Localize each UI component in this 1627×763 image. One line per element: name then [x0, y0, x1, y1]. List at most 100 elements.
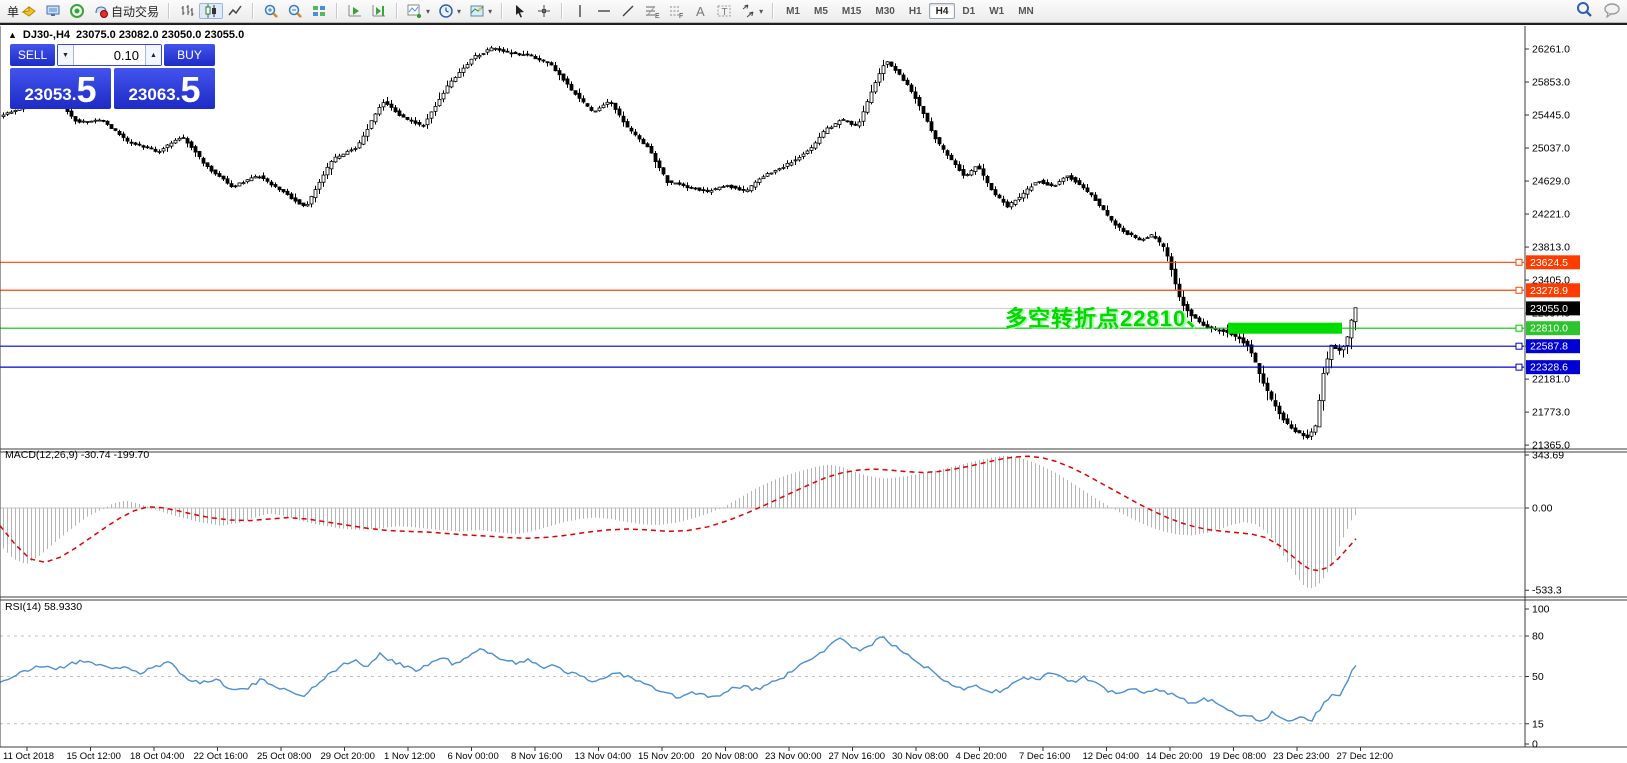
svg-text:21773.0: 21773.0: [1532, 407, 1570, 419]
svg-text:0.00: 0.00: [1532, 503, 1553, 515]
time-label: 15 Oct 12:00: [66, 751, 121, 762]
search-icon[interactable]: [1576, 1, 1593, 21]
timeframe-m30-button[interactable]: M30: [875, 6, 895, 17]
chart-line-button[interactable]: [223, 3, 247, 19]
autotrade-icon: [93, 3, 109, 19]
cursor-button[interactable]: [508, 3, 532, 19]
toolbar-separator: [336, 3, 339, 19]
text-label-button[interactable]: T: [712, 3, 736, 19]
periods-button[interactable]: ▾: [434, 3, 465, 19]
chart-candles-button[interactable]: [199, 3, 224, 19]
periods-dropdown-icon[interactable]: ▾: [457, 6, 462, 16]
line-handle[interactable]: [1515, 342, 1523, 350]
toolbar-group: E F A T ▾: [565, 0, 770, 22]
sell-price-button[interactable]: 23053. 5: [10, 68, 111, 109]
svg-text:23624.5: 23624.5: [1530, 257, 1568, 269]
line-handle[interactable]: [1515, 324, 1523, 332]
volume-input[interactable]: 0.10: [113, 47, 139, 63]
shift-icon: [371, 3, 387, 19]
current-price-label: 23055.0: [1526, 301, 1580, 316]
svg-text:24629.0: 24629.0: [1532, 176, 1570, 188]
green-rectangle-object[interactable]: [1228, 322, 1342, 334]
zoom-out-button[interactable]: [283, 3, 307, 19]
macd-histogram: [3, 455, 1356, 589]
volume-increase-button[interactable]: ▲: [145, 45, 161, 65]
indicators-dropdown-icon[interactable]: ▾: [426, 6, 431, 16]
line-handle[interactable]: [1515, 363, 1523, 371]
channel-icon: F: [668, 3, 684, 19]
buy-button[interactable]: BUY: [164, 44, 215, 66]
timeframe-d1-button[interactable]: D1: [962, 6, 976, 17]
crosshair-button[interactable]: [532, 3, 556, 19]
chart-bars-button[interactable]: [175, 3, 199, 19]
templates-dropdown-icon[interactable]: ▾: [488, 6, 493, 16]
arrow-objects-dropdown-icon[interactable]: ▾: [759, 6, 764, 16]
svg-text:100: 100: [1532, 604, 1550, 616]
templates-button[interactable]: ▾: [465, 3, 496, 19]
toolbar-group: [256, 0, 334, 22]
autotrading-button[interactable]: 自动交易: [89, 3, 163, 19]
trendline-button[interactable]: [616, 3, 640, 19]
timeframe-h4-button[interactable]: H4: [928, 3, 956, 19]
fibonacci-button[interactable]: E: [640, 3, 664, 19]
arrow-objects-button[interactable]: ▾: [736, 3, 767, 19]
time-label: 18 Oct 04:00: [130, 751, 185, 762]
sell-price-dot: .: [71, 85, 77, 104]
time-label: 23 Dec 23:00: [1273, 751, 1330, 762]
price-label-23624.5: 23624.5: [1526, 255, 1580, 270]
horizontal-line-button[interactable]: [592, 3, 616, 19]
auto-scroll-button[interactable]: [343, 3, 367, 19]
channel-button[interactable]: F: [664, 3, 688, 19]
bars-icon: [179, 3, 195, 19]
panel-collapse-icon[interactable]: ▲: [8, 30, 17, 40]
buy-price-button[interactable]: 23063. 5: [114, 68, 215, 109]
chat-icon[interactable]: [1603, 2, 1621, 21]
zoomin-icon: [263, 3, 279, 19]
timeframe-group: M1 M5 M15 M30 H1 H4 D1 W1 MN: [776, 0, 1044, 22]
vertical-line-button[interactable]: [568, 3, 592, 19]
text-button[interactable]: A: [688, 3, 712, 19]
chart-annotation-text[interactable]: 多空转折点22810、: [1005, 306, 1210, 331]
time-label: 8 Nov 16:00: [511, 751, 563, 762]
line-handle[interactable]: [1515, 258, 1523, 266]
autoscroll-icon: [347, 3, 363, 19]
sell-price: 23053: [24, 85, 72, 104]
candles-icon: [203, 3, 219, 19]
time-label: 14 Dec 20:00: [1146, 751, 1203, 762]
chart-shift-button[interactable]: [367, 3, 391, 19]
price-label-22810.0: 22810.0: [1526, 321, 1580, 336]
svg-text:23813.0: 23813.0: [1532, 242, 1570, 254]
toolbar: 单 自动交易 ▾ ▾ ▾ E F A T ▾ M1 M5 M15 M30 H1 H4 D1 W1 MN: [0, 0, 1627, 23]
time-label: 27 Nov 16:00: [828, 751, 886, 762]
svg-text:23055.0: 23055.0: [1530, 303, 1568, 315]
volume-decrease-button[interactable]: ▼: [58, 45, 74, 65]
timeframe-w1-button[interactable]: W1: [989, 6, 1005, 17]
svg-text:A: A: [696, 4, 705, 19]
template-icon: [469, 3, 485, 19]
timeframe-m15-button[interactable]: M15: [841, 6, 862, 17]
sell-button[interactable]: SELL: [10, 44, 55, 66]
market-watch-button[interactable]: [41, 3, 65, 19]
zoomout-icon: [287, 3, 303, 19]
timeframe-m5-button[interactable]: M5: [814, 6, 828, 17]
timeframe-m1-button[interactable]: M1: [786, 6, 800, 17]
toolbar-separator: [396, 3, 399, 19]
new-order-button[interactable]: 单: [3, 3, 41, 19]
zoom-in-button[interactable]: [259, 3, 283, 19]
indicators-button[interactable]: ▾: [403, 3, 434, 19]
timeframe-h1-button[interactable]: H1: [908, 6, 922, 17]
tile-windows-button[interactable]: [307, 3, 331, 19]
time-label: 25 Oct 08:00: [257, 751, 312, 762]
navigator-button[interactable]: [65, 3, 89, 19]
sell-price-pip: 5: [76, 69, 97, 110]
addind-icon: [407, 3, 423, 19]
svg-text:22810.0: 22810.0: [1530, 323, 1568, 335]
timeframe-mn-button[interactable]: MN: [1018, 6, 1034, 17]
svg-text:22587.8: 22587.8: [1530, 341, 1568, 353]
price-axis: 26261.0 25853.0 25445.0 25037.0 24629.0 24221…: [1515, 44, 1580, 751]
toolbar-separator: [561, 3, 564, 19]
chart-area[interactable]: 26261.0 25853.0 25445.0 25037.0 24629.0 24221…: [0, 23, 1627, 763]
line-handle[interactable]: [1515, 286, 1523, 294]
rsi-indicator-label: RSI(14) 58.9330: [5, 601, 83, 613]
